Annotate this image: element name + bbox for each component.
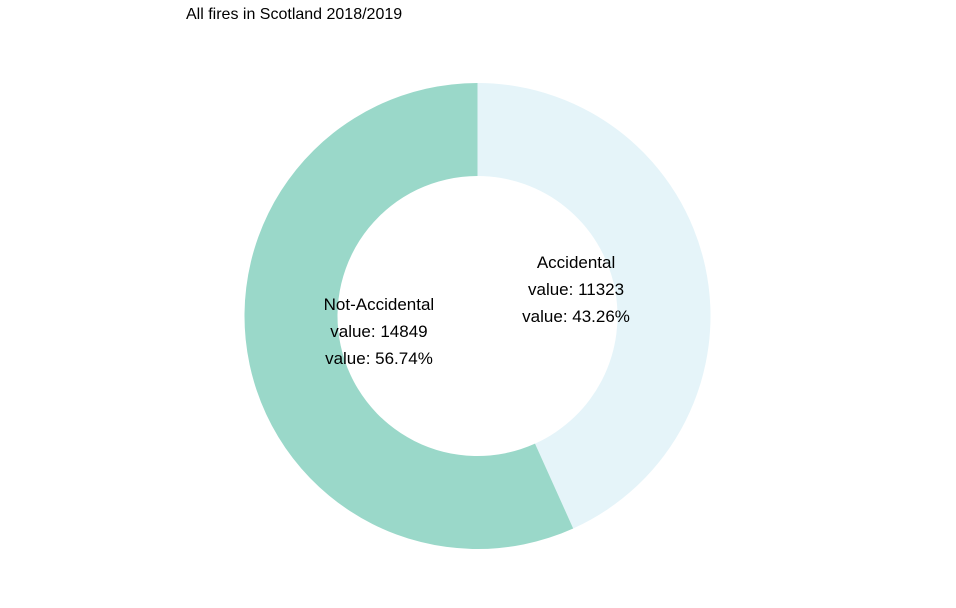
- label-value: value: 11323: [528, 280, 624, 299]
- chart-title: All fires in Scotland 2018/2019: [186, 6, 403, 23]
- slice-not-accidental[interactable]: [244, 83, 574, 549]
- label-name: Accidental: [537, 253, 615, 272]
- slice-label-accidental: Accidental value: 11323 value: 43.26%: [522, 253, 630, 326]
- slice-labels: Accidental value: 11323 value: 43.26% Not-A…: [324, 253, 630, 368]
- label-name: Not-Accidental: [324, 295, 435, 314]
- label-percent: value: 43.26%: [522, 307, 630, 326]
- slice-accidental[interactable]: [477, 83, 711, 529]
- label-value: value: 14849: [330, 322, 427, 341]
- donut-slices: [244, 83, 711, 549]
- slice-label-not-accidental: Not-Accidental value: 14849 value: 56.74%: [324, 295, 435, 368]
- label-percent: value: 56.74%: [325, 349, 433, 368]
